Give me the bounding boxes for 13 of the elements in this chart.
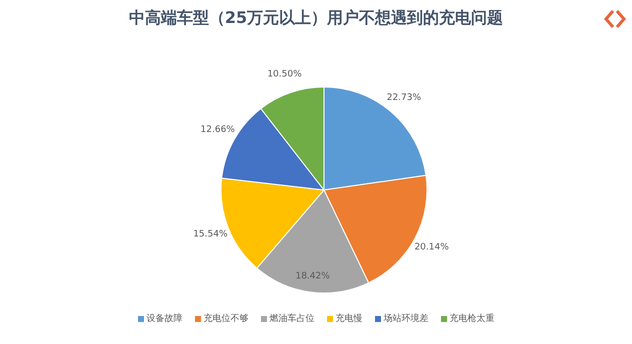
legend-label: 燃油车占位	[268, 312, 314, 325]
data-label: 10.50%	[267, 70, 302, 80]
legend-label: 充电枪太重	[448, 312, 494, 325]
data-label: 15.54%	[193, 229, 228, 240]
data-label: 22.73%	[386, 92, 422, 103]
legend-label: 充电慢	[334, 312, 362, 325]
data-label: 12.66%	[200, 125, 236, 136]
legend-label: 设备故障	[146, 312, 182, 325]
chart-title: 中高端车型（25万元以上）用户不想遇到的充电问题	[128, 8, 504, 29]
legend-label: 充电位不够	[202, 312, 248, 325]
data-label: 18.42%	[295, 271, 330, 282]
legend-label: 场站环境差	[382, 312, 428, 325]
data-label: 20.14%	[414, 242, 450, 252]
